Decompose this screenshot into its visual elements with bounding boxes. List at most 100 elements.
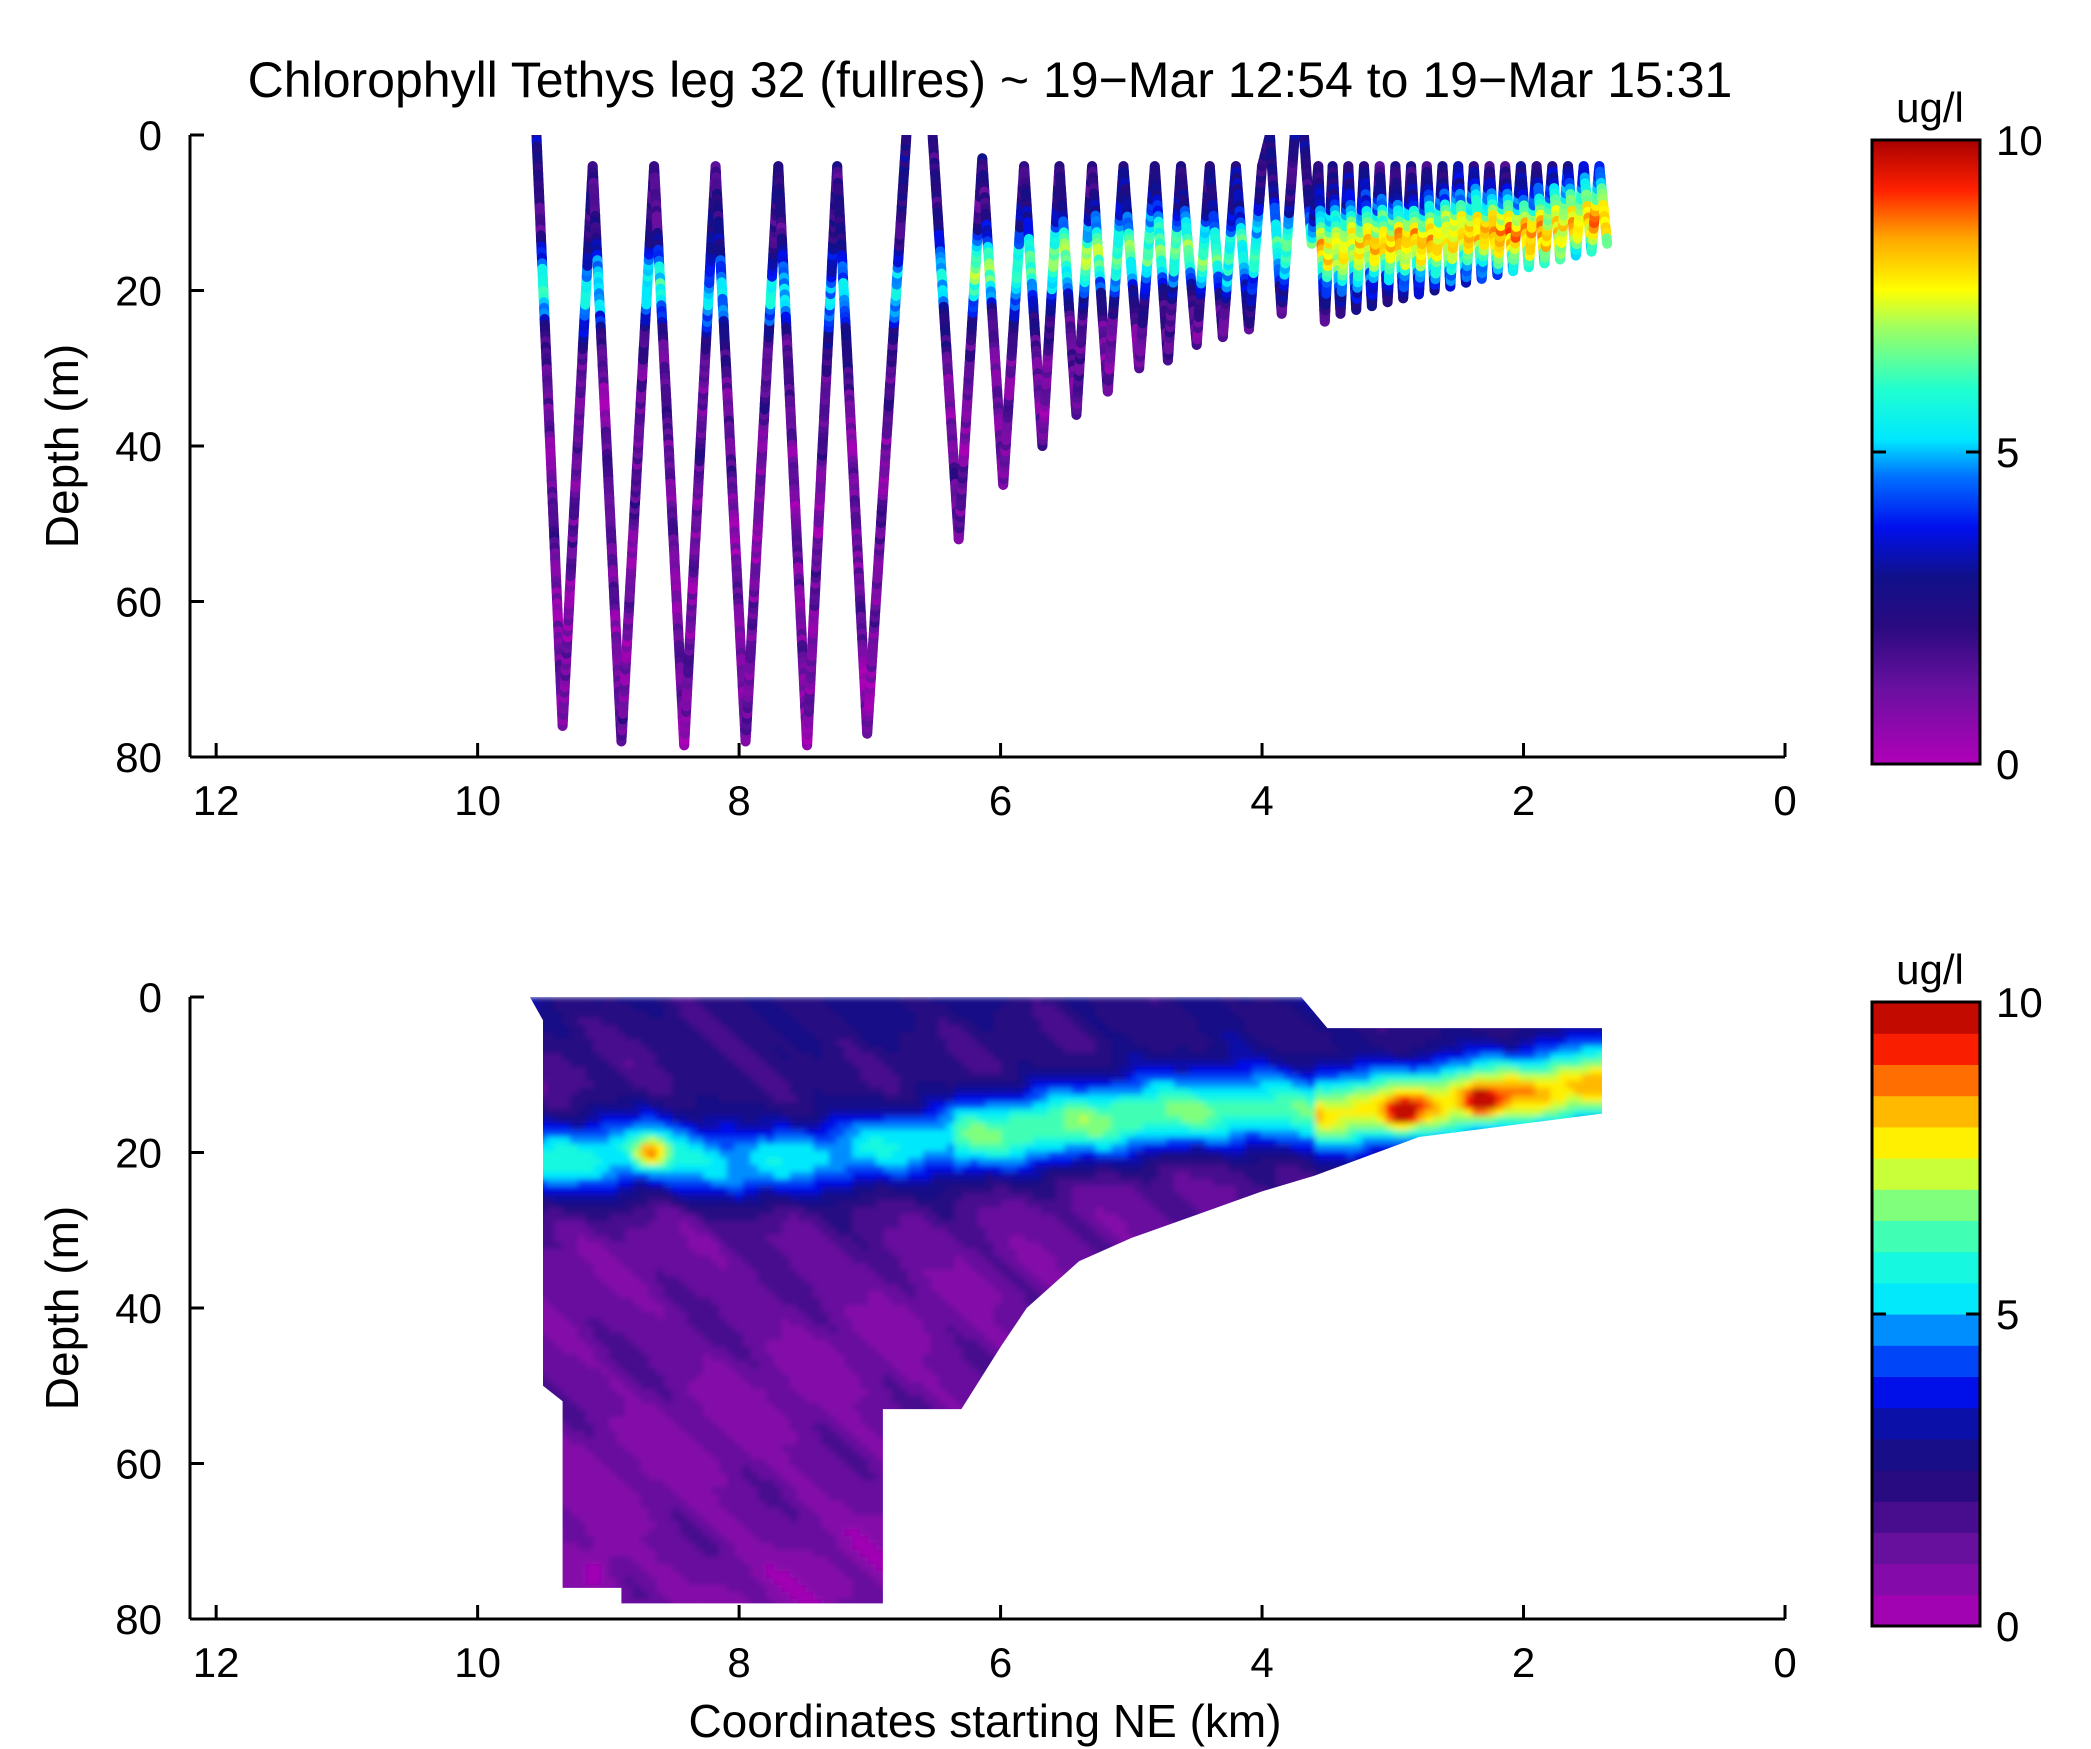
contour-cell [577,1088,587,1097]
contour-cell [656,1241,666,1251]
contour-cell [593,1388,603,1398]
contour-cell [577,1514,587,1523]
contour-cell [569,1227,579,1237]
contour-cell [679,1297,689,1307]
contour-cell [664,1304,674,1314]
contour-cell [554,1367,564,1377]
contour-cell [656,1409,666,1419]
contour-cell [554,1388,564,1398]
contour-cell [577,1269,587,1279]
contour-cell [585,1353,595,1363]
contour-cell [640,1507,650,1516]
contour-cell [679,1360,689,1370]
contour-cell [641,1606,650,1614]
contour-cell [679,1409,689,1419]
contour-cell [617,1123,626,1132]
contour-cell [529,1018,532,1027]
contour-cell [609,1395,619,1405]
contour-cell [585,1011,595,1020]
contour-cell [530,1458,540,1467]
contour-cell [530,1381,540,1391]
contour-cell [640,1213,650,1223]
contour-cell [562,1039,572,1048]
contour-cell [529,1465,532,1474]
contour-cell [671,1507,681,1516]
contour-cell [624,1381,634,1391]
contour-cell [617,1297,626,1307]
contour-cell [632,1584,642,1593]
contour-cell [593,1109,603,1118]
contour-cell [617,1213,626,1223]
profile-segment [1594,161,1613,249]
contour-cell [687,1025,697,1034]
contour-cell [664,1074,674,1083]
contour-cell [609,1360,619,1370]
contour-cell [617,1360,626,1370]
contour-cell [617,1060,626,1069]
contour-cell [546,1081,556,1090]
contour-cell [671,1004,681,1013]
contour-cell [679,1032,689,1041]
contour-cell [554,1255,564,1265]
contour-cell [562,1577,572,1586]
contour-cell [554,1276,564,1286]
profile-segment [927,135,964,545]
contour-cell [546,1367,556,1377]
contour-cell [632,1297,642,1307]
contour-cell [593,1150,603,1160]
contour-cell [530,1213,540,1223]
contour-cell [617,1549,626,1558]
contour-cell [562,997,572,1006]
contour-cell [648,1598,658,1604]
contour-cell [624,1192,634,1202]
contour-cell [585,1241,595,1251]
contour-cell [585,1549,595,1558]
contour-cell [546,1479,556,1488]
contour-cell [546,1241,556,1251]
contour-cell [632,1116,642,1125]
contour-cell [569,1157,579,1167]
contour-cell [546,1060,556,1069]
contour-cell [593,1437,603,1446]
profile-segment [531,135,568,731]
contour-cell [530,1297,540,1307]
contour-cell [577,1472,587,1481]
contour-cell [554,1423,564,1432]
contour-cell [624,1430,634,1439]
contour-cell [546,1032,556,1041]
contour-cell [664,1269,674,1279]
contour-cell [562,1353,572,1363]
contour-cell [679,1178,689,1188]
contour-cell [656,1374,666,1384]
contour-cell [577,1074,587,1083]
contour-cell [538,1360,548,1370]
contour-cell [562,1598,572,1604]
contour-cell [585,1367,595,1377]
contour-cell [577,1248,587,1258]
contour-cell [640,1549,650,1558]
contour-cell [530,1262,540,1272]
x-tick-label: 10 [454,777,501,824]
contour-cell [593,1143,603,1153]
contour-cell [601,1311,611,1321]
contour-cell [585,1088,595,1097]
contour-cell [679,1332,689,1342]
contour-cell [664,1137,674,1146]
contour-cell [687,997,697,1006]
contour-cell [546,1283,556,1293]
contour-cell [617,1346,626,1356]
contour-cell [664,1472,674,1481]
contour-cell [538,1116,548,1125]
contour-cell [546,1556,556,1565]
contour-cell [569,1276,579,1286]
contour-cell [554,1584,564,1593]
profile-segment [587,161,627,747]
contour-cell [593,1206,603,1216]
contour-cell [624,1563,634,1572]
contour-cell [632,1430,642,1439]
contour-cell [546,1606,555,1614]
contour-cell [530,1255,540,1265]
contour-cell [679,1493,689,1502]
contour-cell [538,1395,548,1405]
contour-cell [577,1437,587,1446]
